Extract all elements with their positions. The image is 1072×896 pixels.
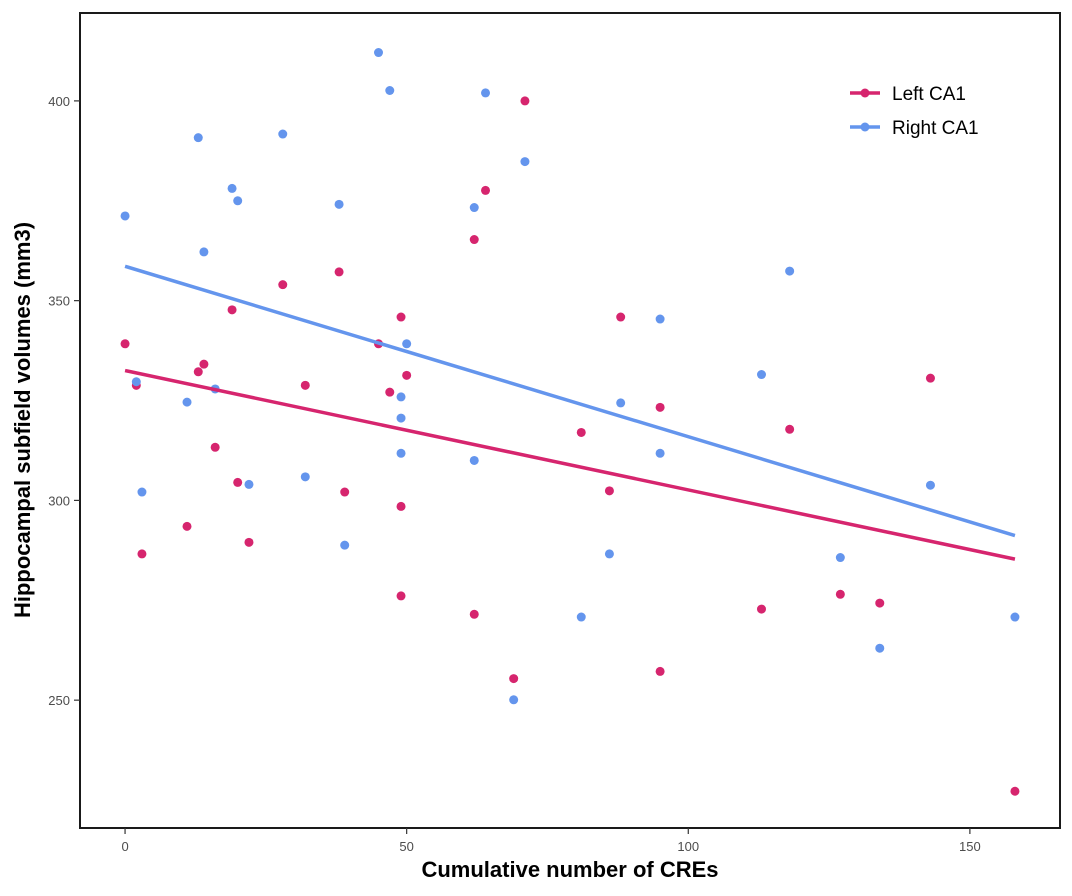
right-ca1-point <box>233 196 243 206</box>
left-ca1-point <box>137 549 147 559</box>
left-ca1-trend-line <box>124 368 1016 561</box>
left-ca1-point <box>576 427 586 437</box>
left-ca1-point <box>509 674 519 684</box>
right-ca1-point <box>520 157 530 167</box>
right-ca1-point <box>137 487 147 497</box>
right-ca1-point <box>244 479 254 489</box>
right-ca1-point <box>785 266 795 276</box>
left-ca1-point <box>396 312 406 322</box>
plot-panel-border <box>79 12 1061 829</box>
right-ca1-point <box>875 643 885 653</box>
right-ca1-point <box>193 133 203 143</box>
left-ca1-point <box>469 235 479 245</box>
right-ca1-point <box>374 48 384 58</box>
left-ca1-point <box>193 367 203 377</box>
left-ca1-point <box>616 312 626 322</box>
left-ca1-point <box>340 487 350 497</box>
right-ca1-point <box>340 540 350 550</box>
left-ca1-point <box>244 537 254 547</box>
x-axis-title: Cumulative number of CREs <box>421 857 718 882</box>
plot-marks <box>120 48 1020 796</box>
right-ca1-point <box>576 612 586 622</box>
left-ca1-point <box>210 442 220 452</box>
right-ca1-point <box>402 339 412 349</box>
left-ca1-point <box>469 609 479 619</box>
left-ca1-point <box>199 359 209 369</box>
left-ca1-point <box>785 424 795 434</box>
left-ca1-point <box>655 666 665 676</box>
right-ca1-point <box>481 88 491 98</box>
left-ca1-point <box>481 185 491 195</box>
left-ca1-point <box>227 305 237 315</box>
y-tick-label: 350 <box>48 294 70 309</box>
left-ca1-point <box>396 591 406 601</box>
left-ca1-point <box>233 477 243 487</box>
x-tick-label: 0 <box>121 839 128 854</box>
left-ca1-point <box>385 387 395 397</box>
legend-label: Left CA1 <box>892 84 966 105</box>
right-ca1-point <box>509 695 519 705</box>
left-ca1-point <box>756 604 766 614</box>
x-tick-label: 50 <box>399 839 413 854</box>
right-ca1-point <box>396 392 406 402</box>
right-ca1-point <box>385 86 395 96</box>
right-ca1-point <box>396 413 406 423</box>
x-tick-label: 100 <box>677 839 699 854</box>
right-ca1-point <box>469 203 479 213</box>
axis-ticks: 0 50 100 150 250 300 350 400 <box>48 94 980 854</box>
left-ca1-point <box>835 589 845 599</box>
y-tick-label: 400 <box>48 94 70 109</box>
left-ca1-point <box>875 598 885 608</box>
right-ca1-trend-line <box>124 264 1016 538</box>
left-ca1-point <box>120 339 130 349</box>
left-ca1-point <box>334 267 344 277</box>
left-ca1-point <box>402 370 412 380</box>
legend-label: Right CA1 <box>892 118 979 139</box>
right-ca1-point <box>469 455 479 465</box>
right-ca1-point <box>199 247 209 257</box>
right-ca1-point <box>655 314 665 324</box>
left-ca1-point <box>300 380 310 390</box>
x-tick-label: 150 <box>959 839 981 854</box>
left-ca1-point <box>396 501 406 511</box>
right-ca1-point <box>1010 612 1020 622</box>
legend-key-point <box>860 122 870 132</box>
right-ca1-point <box>278 129 288 139</box>
right-ca1-point <box>334 199 344 209</box>
right-ca1-point <box>120 211 130 221</box>
y-axis-title: Hippocampal subfield volumes (mm3) <box>10 222 35 618</box>
right-ca1-point <box>396 448 406 458</box>
legend-key-point <box>860 88 870 98</box>
right-ca1-point <box>925 480 935 490</box>
legend: Left CA1 Right CA1 <box>850 84 979 139</box>
left-ca1-point <box>604 486 614 496</box>
right-ca1-point <box>604 549 614 559</box>
left-ca1-point <box>182 521 192 531</box>
right-ca1-point <box>616 398 626 408</box>
right-ca1-point <box>131 377 141 387</box>
left-ca1-point <box>520 96 530 106</box>
left-ca1-point <box>1010 786 1020 796</box>
y-tick-label: 300 <box>48 493 70 508</box>
right-ca1-point <box>182 397 192 407</box>
left-ca1-point <box>278 280 288 290</box>
right-ca1-point <box>835 553 845 563</box>
right-ca1-point <box>655 448 665 458</box>
right-ca1-point <box>756 370 766 380</box>
left-ca1-point <box>925 373 935 383</box>
y-tick-label: 250 <box>48 693 70 708</box>
left-ca1-point <box>655 402 665 412</box>
right-ca1-point <box>300 472 310 482</box>
right-ca1-point <box>227 183 237 193</box>
